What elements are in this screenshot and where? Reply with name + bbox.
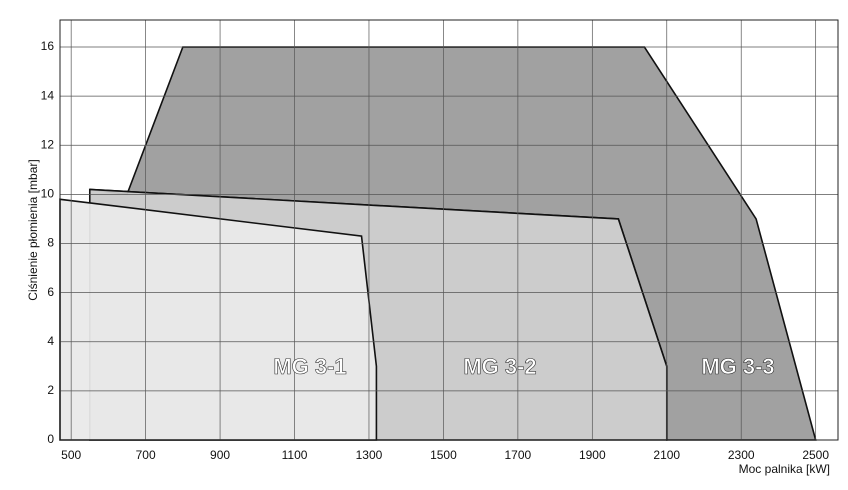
x-tick-label: 700 [136, 448, 156, 462]
x-tick-label: 500 [61, 448, 81, 462]
y-tick-label: 14 [41, 88, 55, 102]
x-axis-label: Moc palnika [kW] [739, 462, 830, 476]
y-tick-label: 2 [47, 383, 54, 397]
x-tick-label: 1500 [430, 448, 457, 462]
x-tick-label: 900 [210, 448, 230, 462]
y-tick-label: 8 [47, 236, 54, 250]
area-label: MG 3-1 [273, 354, 346, 379]
x-tick-label: 1300 [356, 448, 383, 462]
x-tick-label: 2500 [802, 448, 829, 462]
x-tick-label: 1100 [282, 448, 308, 462]
y-tick-label: 0 [47, 432, 54, 446]
plot-frame [59, 19, 839, 441]
y-tick-label: 16 [41, 39, 55, 53]
y-tick-label: 6 [47, 285, 54, 299]
y-tick-label: 10 [41, 187, 55, 201]
area-label: MG 3-2 [463, 354, 536, 379]
area-label: MG 3-3 [701, 354, 774, 379]
x-tick-label: 2100 [653, 448, 680, 462]
y-tick-label: 12 [41, 137, 55, 151]
area [59, 198, 378, 441]
x-tick-label: 2300 [728, 448, 755, 462]
y-axis-label: Ciśnienie płomienia [mbar] [26, 159, 40, 300]
x-tick-label: 1900 [579, 448, 606, 462]
x-tick-label: 1700 [505, 448, 532, 462]
y-tick-label: 4 [47, 334, 54, 348]
